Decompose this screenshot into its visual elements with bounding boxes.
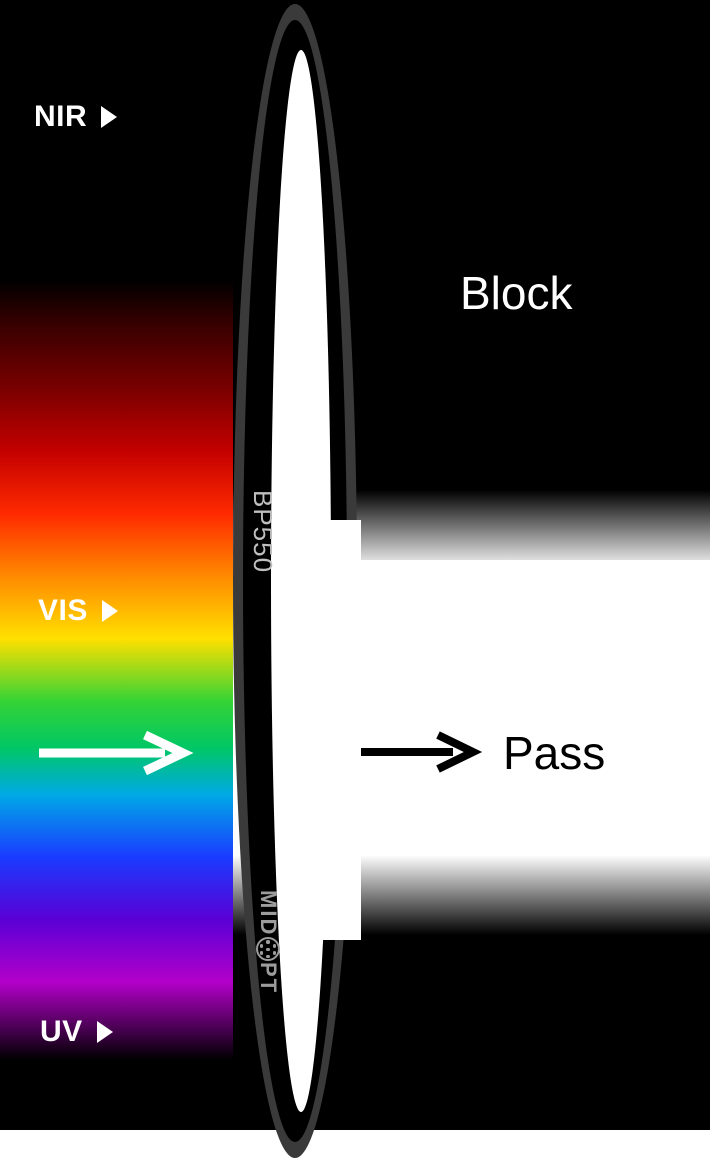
nir-text: NIR <box>34 100 87 134</box>
nir-label: NIR <box>34 100 117 134</box>
pass-label: Pass <box>503 726 605 780</box>
spectrum-gradient <box>0 280 262 1060</box>
passband <box>233 560 710 860</box>
vis-label: VIS <box>38 594 118 628</box>
input-arrow-icon <box>35 730 205 776</box>
uv-text: UV <box>40 1015 83 1049</box>
diagram-stage: NIR VIS UV Block Pass <box>0 0 710 1162</box>
block-region-top <box>233 0 710 530</box>
block-label: Block <box>460 266 572 320</box>
triangle-marker-icon <box>101 106 117 128</box>
vis-text: VIS <box>38 594 88 628</box>
triangle-marker-icon <box>97 1021 113 1043</box>
passband-fade-top <box>233 490 710 570</box>
block-region-bottom <box>233 915 710 1130</box>
passband-fade-bottom <box>233 855 710 935</box>
spectrum-column: NIR VIS UV <box>0 0 262 1130</box>
pass-arrow-icon <box>353 730 493 774</box>
triangle-marker-icon <box>102 600 118 622</box>
output-column: Block Pass <box>233 0 710 1162</box>
uv-label: UV <box>40 1015 113 1049</box>
